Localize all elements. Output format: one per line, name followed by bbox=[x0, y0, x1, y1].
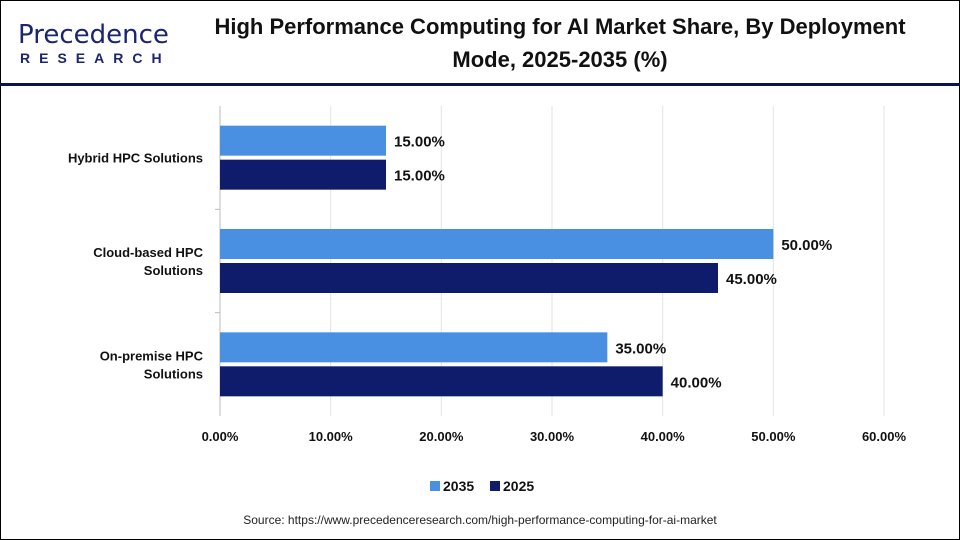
data-label: 15.00% bbox=[394, 168, 445, 185]
chart-title: High Performance Computing for AI Market… bbox=[214, 14, 906, 72]
precedence-research-logo: Precedence RESEARCH bbox=[18, 20, 171, 66]
category-label: On-premise HPC bbox=[100, 348, 204, 363]
logo-sub-text: RESEARCH bbox=[20, 50, 171, 66]
header-divider bbox=[0, 83, 960, 86]
data-label: 50.00% bbox=[781, 237, 832, 254]
x-tick-label: 20.00% bbox=[419, 429, 464, 444]
x-tick-label: 30.00% bbox=[530, 429, 575, 444]
bar-2025 bbox=[220, 366, 663, 397]
x-tick-label: 50.00% bbox=[751, 429, 796, 444]
bar-2035 bbox=[220, 125, 386, 156]
x-tick-label: 0.00% bbox=[202, 429, 239, 444]
data-label: 35.00% bbox=[615, 340, 666, 357]
data-label: 45.00% bbox=[726, 271, 777, 288]
x-tick-label: 40.00% bbox=[641, 429, 686, 444]
bar-2025 bbox=[220, 263, 718, 293]
x-tick-label: 10.00% bbox=[309, 429, 354, 444]
category-label: Hybrid HPC Solutions bbox=[68, 151, 203, 166]
category-label: Cloud-based HPC bbox=[93, 245, 203, 260]
legend-label: 2035 bbox=[443, 478, 474, 494]
legend-swatch-2035 bbox=[430, 481, 440, 491]
bar-2035 bbox=[220, 229, 774, 259]
category-label: Solutions bbox=[144, 263, 203, 278]
bar-2025 bbox=[220, 159, 386, 190]
legend-swatch-2025 bbox=[490, 481, 500, 491]
data-label: 15.00% bbox=[394, 134, 445, 151]
logo-main-text: Precedence bbox=[18, 20, 169, 50]
category-label: Solutions bbox=[144, 366, 203, 381]
x-tick-label: 60.00% bbox=[862, 429, 907, 444]
bar-2035 bbox=[220, 332, 608, 363]
legend-label: 2025 bbox=[503, 478, 534, 494]
data-label: 40.00% bbox=[671, 374, 722, 391]
source-note: Source: https://www.precedenceresearch.c… bbox=[243, 513, 717, 527]
